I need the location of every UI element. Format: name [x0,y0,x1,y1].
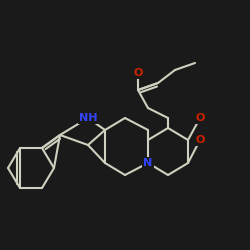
Text: NH: NH [79,113,97,123]
Text: O: O [133,68,143,78]
Text: O: O [195,113,205,123]
Text: N: N [144,158,152,168]
Text: O: O [195,135,205,145]
